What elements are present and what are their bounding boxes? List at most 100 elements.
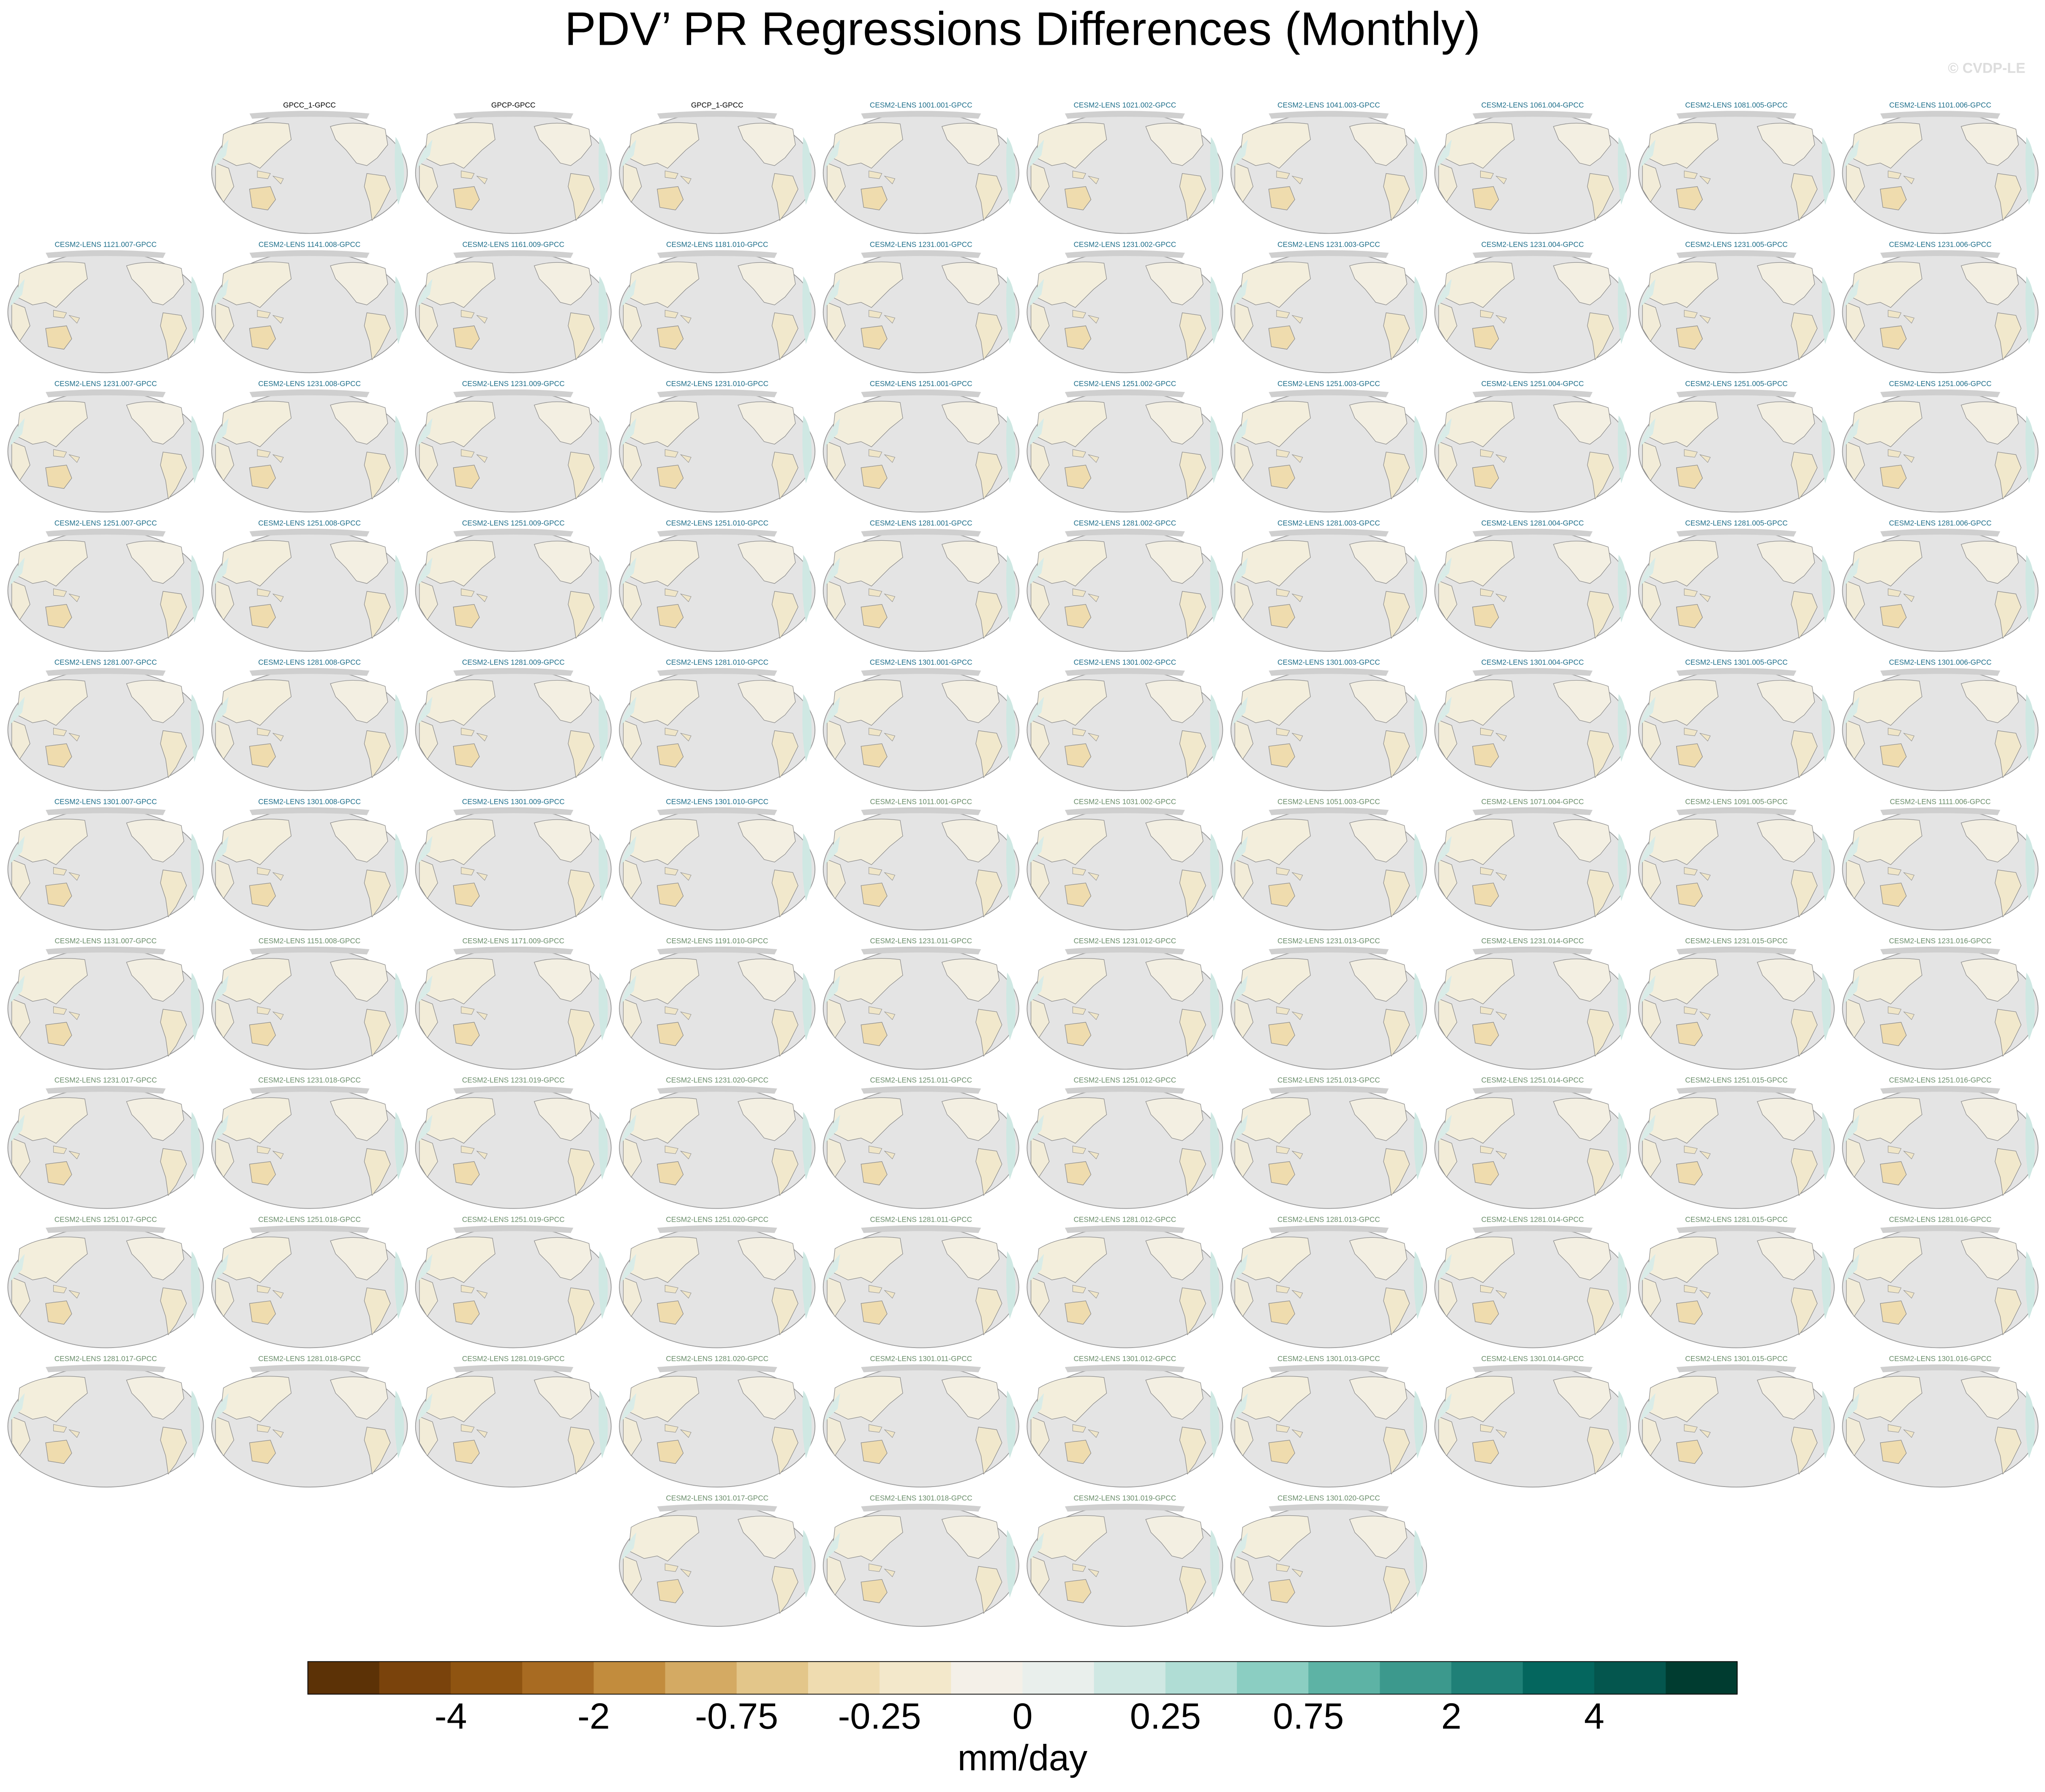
world-map [7,1086,204,1209]
world-map [7,946,204,1070]
world-map [1638,1086,1835,1209]
panel-title: CESM2-LENS 1251.003-GPCC [1277,379,1380,388]
map-panel: CESM2-LENS 1281.005-GPCC [1638,519,1835,652]
colorbar-box [1165,1661,1237,1694]
map-panel: CESM2-LENS 1251.014-GPCC [1434,1076,1631,1209]
map-panel: CESM2-LENS 1301.014-GPCC [1434,1354,1631,1488]
colorbar-box [522,1661,594,1694]
panel-title: CESM2-LENS 1051.003-GPCC [1277,797,1380,806]
map-panel: GPCC_1-GPCC [211,101,408,234]
panel-title: CESM2-LENS 1091.005-GPCC [1685,797,1788,806]
figure-title: PDV’ PR Regressions Differences (Monthly… [565,3,1481,55]
colorbar-box [1451,1661,1523,1694]
watermark: © CVDP-LE [1948,60,2025,76]
map-panel: CESM2-LENS 1231.006-GPCC [1841,240,2039,373]
world-map [1841,668,2039,792]
map-panel: CESM2-LENS 1251.015-GPCC [1638,1076,1835,1209]
map-panel: CESM2-LENS 1281.007-GPCC [7,658,204,792]
world-map [415,1225,612,1348]
panel-title: CESM2-LENS 1131.007-GPCC [54,937,156,945]
map-panel: CESM2-LENS 1011.001-GPCC [822,797,1020,931]
map-panel: CESM2-LENS 1031.002-GPCC [1026,797,1223,931]
panel-title: CESM2-LENS 1251.020-GPCC [666,1215,768,1223]
world-map [7,250,204,373]
world-map [1841,946,2039,1070]
panel-title: CESM2-LENS 1151.008-GPCC [259,937,361,945]
colorbar-box [880,1661,952,1694]
map-panel: CESM2-LENS 1151.008-GPCC [211,937,408,1070]
world-map [822,1364,1020,1488]
map-panel: CESM2-LENS 1041.003-GPCC [1230,101,1427,234]
colorbar-box [1308,1661,1381,1694]
world-map [1841,1086,2039,1209]
map-panel: CESM2-LENS 1231.016-GPCC [1841,937,2039,1070]
panel-title: CESM2-LENS 1301.015-GPCC [1685,1354,1788,1363]
world-map [618,1503,816,1627]
world-map [1434,250,1631,373]
panel-title: CESM2-LENS 1231.007-GPCC [54,379,157,388]
map-panel: CESM2-LENS 1231.011-GPCC [822,937,1020,1070]
map-panel: CESM2-LENS 1231.013-GPCC [1230,937,1427,1070]
colorbar-tick-label: 0 [1012,1696,1032,1737]
map-panel: CESM2-LENS 1061.004-GPCC [1434,101,1631,234]
world-map [1841,1225,2039,1348]
world-map [1026,946,1223,1070]
map-panel: CESM2-LENS 1231.020-GPCC [618,1076,816,1209]
map-panel: CESM2-LENS 1281.019-GPCC [415,1354,612,1488]
map-panel: CESM2-LENS 1301.008-GPCC [211,797,408,931]
colorbar-tick-label: -0.75 [695,1696,778,1737]
panel-title: CESM2-LENS 1301.003-GPCC [1277,658,1380,667]
panel-title: CESM2-LENS 1281.004-GPCC [1481,519,1584,527]
world-map [822,946,1020,1070]
panel-title: CESM2-LENS 1301.016-GPCC [1889,1354,1992,1363]
panel-title: GPCP-GPCC [491,101,536,109]
world-map [1638,111,1835,234]
colorbar-frame [307,1661,1738,1695]
panel-title: CESM2-LENS 1141.008-GPCC [259,240,361,248]
map-panel: CESM2-LENS 1281.018-GPCC [211,1354,408,1488]
panel-title: CESM2-LENS 1071.004-GPCC [1481,797,1584,806]
panel-title: CESM2-LENS 1281.002-GPCC [1073,519,1176,527]
panel-title: CESM2-LENS 1081.005-GPCC [1685,101,1788,109]
world-map [1026,668,1223,792]
panel-title: CESM2-LENS 1251.016-GPCC [1889,1076,1992,1084]
map-panel: CESM2-LENS 1281.002-GPCC [1026,519,1223,652]
panel-title: CESM2-LENS 1301.018-GPCC [870,1494,972,1502]
world-map [211,1086,408,1209]
colorbar: -4 -2 -0.75 -0.25 0 0.25 0.75 2 4 mm/day [307,1661,1738,1778]
world-map [1841,389,2039,513]
colorbar-box [1522,1661,1595,1694]
map-panel: CESM2-LENS 1281.009-GPCC [415,658,612,792]
panel-title: CESM2-LENS 1301.013-GPCC [1277,1354,1380,1363]
map-panel: CESM2-LENS 1231.001-GPCC [822,240,1020,373]
panel-title: CESM2-LENS 1251.014-GPCC [1481,1076,1584,1084]
colorbar-box [594,1661,666,1694]
panel-title: CESM2-LENS 1101.006-GPCC [1889,101,1991,109]
map-panel: CESM2-LENS 1191.010-GPCC [618,937,816,1070]
world-map [1230,528,1427,652]
map-panel: CESM2-LENS 1251.005-GPCC [1638,379,1835,513]
map-panel: CESM2-LENS 1251.004-GPCC [1434,379,1631,513]
world-map [1638,389,1835,513]
world-map [1026,1086,1223,1209]
world-map [1638,807,1835,931]
colorbar-box [665,1661,737,1694]
world-map [1434,1225,1631,1348]
panel-title: CESM2-LENS 1231.005-GPCC [1685,240,1788,248]
panel-title: CESM2-LENS 1041.003-GPCC [1277,101,1380,109]
map-panel: CESM2-LENS 1091.005-GPCC [1638,797,1835,931]
world-map [7,668,204,792]
map-panel: CESM2-LENS 1231.002-GPCC [1026,240,1223,373]
map-panel: CESM2-LENS 1281.016-GPCC [1841,1215,2039,1348]
panel-title: CESM2-LENS 1281.016-GPCC [1889,1215,1992,1223]
world-map [1026,1225,1223,1348]
map-panel: CESM2-LENS 1251.003-GPCC [1230,379,1427,513]
panel-title: CESM2-LENS 1251.001-GPCC [870,379,972,388]
panel-title: CESM2-LENS 1251.006-GPCC [1889,379,1992,388]
world-map [822,111,1020,234]
colorbar-tick-label: -4 [435,1696,467,1737]
map-panel: CESM2-LENS 1301.007-GPCC [7,797,204,931]
map-panel: GPCP-GPCC [415,101,612,234]
world-map [415,250,612,373]
